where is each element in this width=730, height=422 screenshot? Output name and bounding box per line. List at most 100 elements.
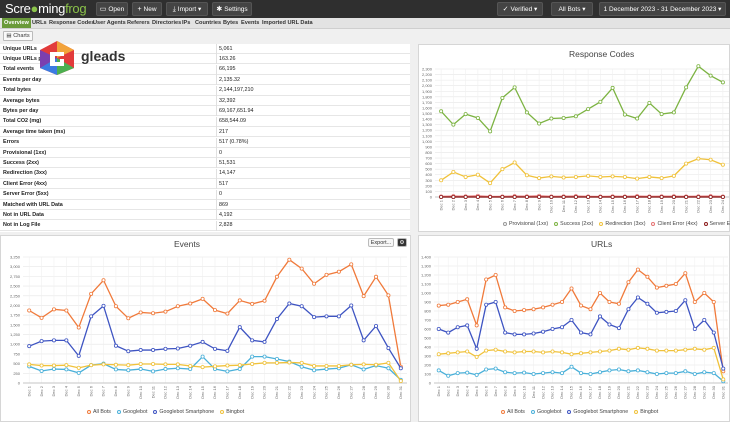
data-point bbox=[76, 370, 81, 375]
legend-item[interactable]: Googlebot bbox=[122, 409, 148, 415]
tab-events[interactable]: Events bbox=[241, 20, 260, 26]
legend-item[interactable]: Bingbot bbox=[640, 409, 659, 415]
data-point bbox=[39, 315, 44, 320]
data-point bbox=[512, 309, 517, 314]
x-tick-label: Dec 15 bbox=[569, 385, 574, 398]
stats-row: Average time taken (ms) 217 bbox=[0, 127, 410, 138]
data-point bbox=[561, 194, 566, 199]
legend-item[interactable]: All Bots bbox=[507, 409, 525, 415]
column-divider bbox=[216, 168, 217, 179]
legend-item[interactable]: Redirection (3xx) bbox=[605, 221, 646, 227]
y-tick-label: 1,000 bbox=[421, 291, 432, 296]
x-tick-label: Dec 10 bbox=[549, 199, 554, 212]
data-point bbox=[200, 354, 205, 359]
stats-value: 5,061 bbox=[219, 45, 233, 52]
stats-row: Events per day 2,135.32 bbox=[0, 75, 410, 86]
x-tick-label: Dec 19 bbox=[659, 199, 664, 212]
data-point bbox=[101, 278, 106, 283]
legend-item[interactable]: All Bots bbox=[93, 409, 111, 415]
chevron-down-icon: ▾ bbox=[718, 6, 722, 13]
y-tick-label: 750 bbox=[13, 351, 20, 356]
data-point bbox=[561, 175, 566, 180]
stats-value: 517 bbox=[219, 180, 228, 187]
data-point bbox=[573, 174, 578, 179]
chevron-down-icon: ▾ bbox=[198, 6, 202, 13]
data-point bbox=[531, 349, 536, 354]
settings-icon[interactable]: ⚙ bbox=[397, 238, 407, 247]
data-point bbox=[597, 291, 602, 296]
data-point bbox=[622, 194, 627, 199]
x-tick-label: Dec 16 bbox=[578, 385, 583, 398]
x-tick-label: Dec 21 bbox=[626, 385, 631, 398]
x-tick-label: Dec 7 bbox=[101, 385, 106, 396]
data-point bbox=[573, 114, 578, 119]
tab-imported-url-data[interactable]: Imported URL Data bbox=[262, 20, 313, 26]
data-point bbox=[250, 354, 255, 359]
tab-ips[interactable]: IPs bbox=[182, 20, 191, 26]
data-point bbox=[654, 371, 659, 376]
data-point bbox=[610, 174, 615, 179]
x-tick-label: Dec 9 bbox=[125, 385, 130, 396]
data-point bbox=[512, 350, 517, 355]
data-point bbox=[151, 311, 156, 316]
chart-legend: Provisional (1xx) Success (2xx) Redirectio… bbox=[497, 221, 730, 227]
tab-referers[interactable]: Referers bbox=[127, 20, 150, 26]
tab-countries[interactable]: Countries bbox=[195, 20, 222, 26]
import-button[interactable]: ⤓ Import ▾ bbox=[166, 2, 208, 16]
data-point bbox=[175, 366, 180, 371]
verified-dropdown[interactable]: ✓ Verified ▾ bbox=[497, 2, 543, 16]
data-point bbox=[654, 285, 659, 290]
data-point bbox=[27, 362, 32, 367]
data-point bbox=[645, 370, 650, 375]
tab-user-agents[interactable]: User Agents bbox=[93, 20, 126, 26]
y-tick-label: 600 bbox=[425, 161, 432, 166]
data-point bbox=[696, 194, 701, 199]
tab-bytes[interactable]: Bytes bbox=[223, 20, 239, 26]
new-button[interactable]: + New bbox=[132, 2, 162, 16]
legend-item[interactable]: Googlebot Smartphone bbox=[573, 409, 629, 415]
legend-item[interactable]: Bingbot bbox=[226, 409, 245, 415]
y-tick-label: 2,250 bbox=[10, 293, 21, 298]
stats-label: Average time taken (ms) bbox=[3, 128, 66, 135]
data-point bbox=[188, 363, 193, 368]
data-point bbox=[635, 176, 640, 181]
tab-response-codes[interactable]: Response Codes bbox=[49, 20, 95, 26]
data-point bbox=[126, 368, 131, 373]
legend-item[interactable]: Googlebot bbox=[536, 409, 562, 415]
data-point bbox=[673, 282, 678, 287]
gear-icon: ✱ bbox=[216, 6, 223, 13]
y-tick-label: 200 bbox=[424, 363, 431, 368]
column-divider bbox=[216, 137, 217, 148]
x-tick-label: Dec 4 bbox=[475, 199, 480, 210]
charts-toggle-button[interactable]: ▤ Charts bbox=[3, 31, 33, 41]
bots-dropdown[interactable]: All Bots ▾ bbox=[551, 2, 593, 16]
export-button[interactable]: Export... bbox=[368, 238, 394, 247]
stats-value: 869 bbox=[219, 201, 228, 208]
data-point bbox=[702, 318, 707, 323]
x-tick-label: Dec 2 bbox=[445, 385, 450, 396]
y-tick-label: 1,600 bbox=[422, 105, 433, 110]
x-tick-label: Dec 2 bbox=[451, 199, 456, 210]
legend-item[interactable]: Googlebot Smartphone bbox=[159, 409, 215, 415]
x-tick-label: Dec 14 bbox=[187, 385, 192, 398]
date-range-picker[interactable]: 1 December 2023 - 31 December 2023 ▾ bbox=[599, 2, 726, 16]
folder-icon: ▭ bbox=[99, 6, 107, 13]
data-point bbox=[597, 314, 602, 319]
x-tick-label: Dec 14 bbox=[598, 199, 603, 212]
data-point bbox=[361, 362, 366, 367]
legend-item[interactable]: Server Error (5xx) bbox=[709, 221, 730, 227]
tab-overview[interactable]: Overview bbox=[2, 18, 31, 28]
legend-item[interactable]: Client Error (4xx) bbox=[657, 221, 698, 227]
open-button[interactable]: ▭ Open bbox=[96, 2, 128, 16]
tab-directories[interactable]: Directories bbox=[152, 20, 182, 26]
data-point bbox=[626, 369, 631, 374]
settings-button[interactable]: ✱ Settings bbox=[212, 2, 252, 16]
legend-item[interactable]: Provisional (1xx) bbox=[509, 221, 549, 227]
data-point bbox=[578, 303, 583, 308]
data-point bbox=[537, 176, 542, 181]
data-point bbox=[635, 267, 640, 272]
stats-value: 32,392 bbox=[219, 97, 236, 104]
tab-urls[interactable]: URLs bbox=[32, 20, 47, 26]
legend-item[interactable]: Success (2xx) bbox=[560, 221, 594, 227]
data-point bbox=[299, 360, 304, 365]
